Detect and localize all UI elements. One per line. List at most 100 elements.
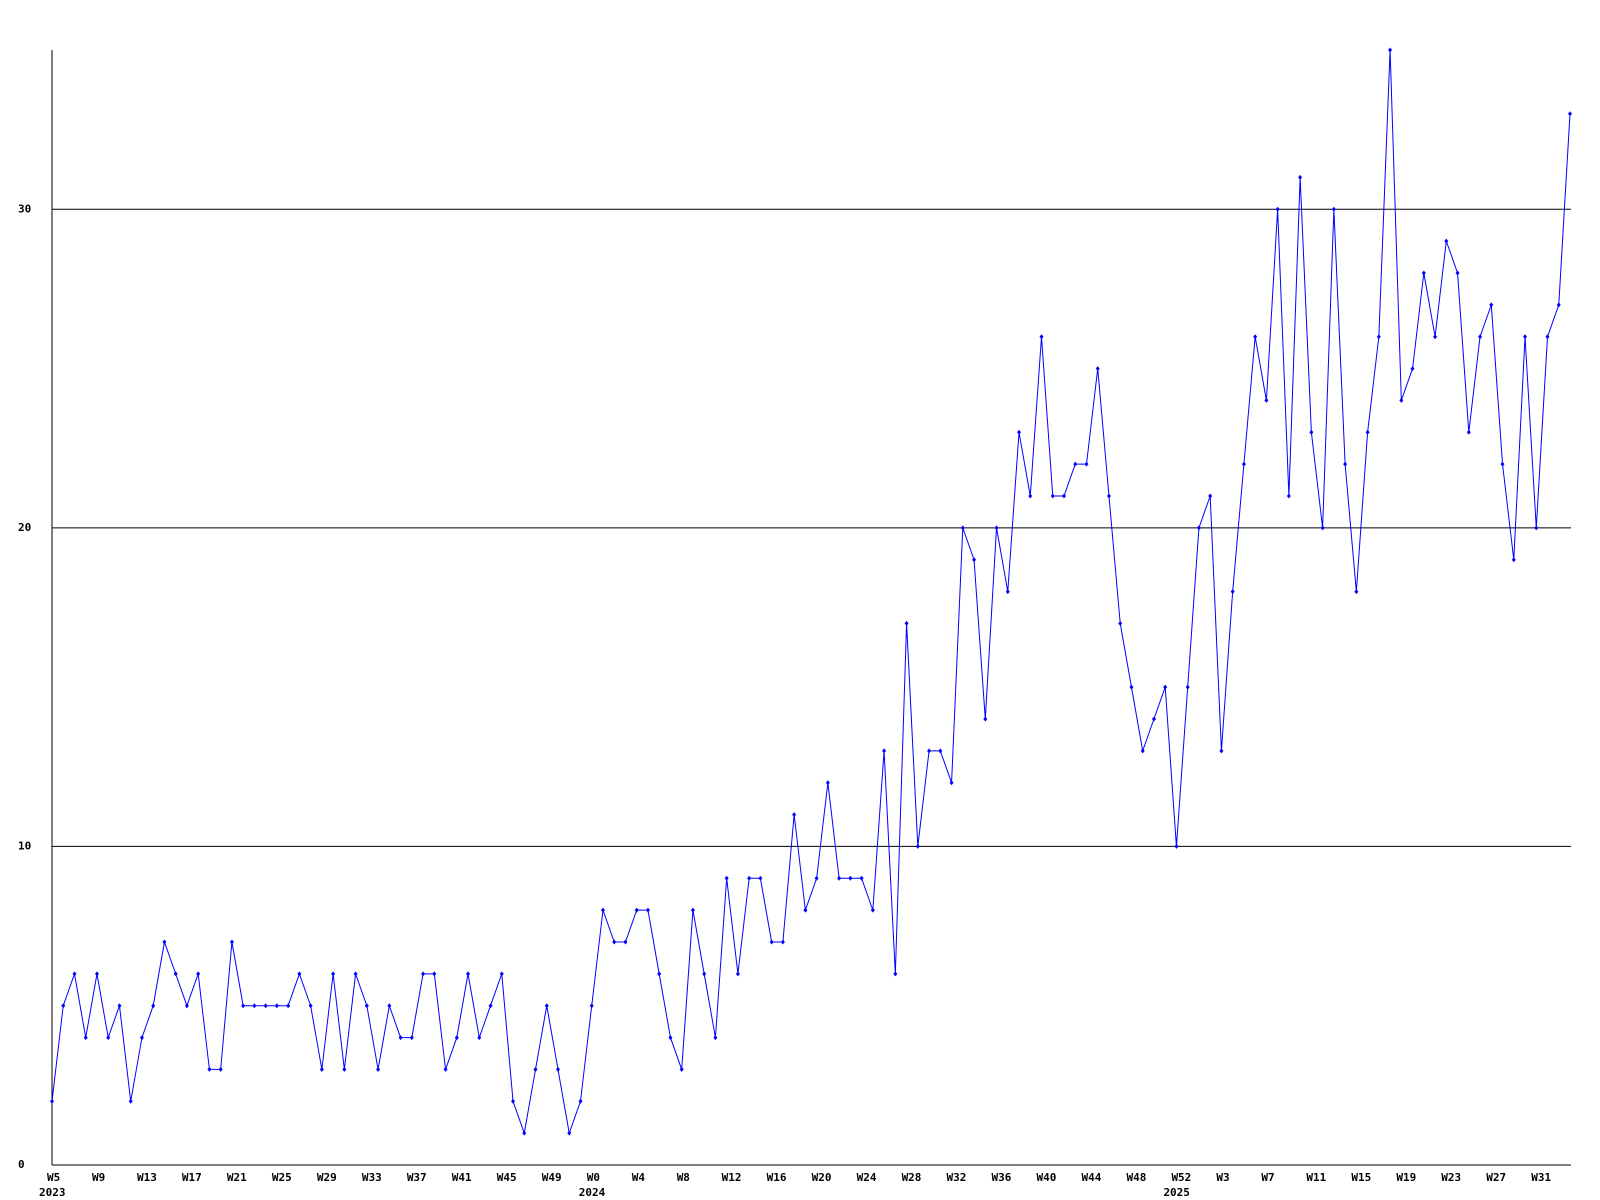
data-point [207,1066,212,1072]
data-point [724,875,729,881]
data-point [308,1003,313,1009]
data-point [949,780,954,786]
data-point [657,971,662,977]
year-label: 2025 [1163,1186,1190,1199]
data-point [1545,334,1550,340]
data-point [522,1130,527,1136]
data-point [803,907,808,913]
data-point [848,875,853,881]
data-point [398,1035,403,1041]
x-tick-label: W16 [767,1171,787,1184]
data-point [128,1098,133,1104]
data-point [286,1003,291,1009]
data-point [578,1098,583,1104]
data-point [915,843,920,849]
data-point [983,716,988,722]
data-point [623,939,628,945]
data-point [1095,366,1100,372]
data-point [1534,525,1539,531]
x-tick-label: W41 [452,1171,472,1184]
data-point [870,907,875,913]
data-point [1017,429,1022,435]
data-point [713,1035,718,1041]
data-point [893,971,898,977]
data-point [1196,525,1201,531]
data-point [1208,493,1213,499]
data-point [1073,461,1078,467]
x-tick-label: W7 [1261,1171,1274,1184]
data-point [297,971,302,977]
x-tick-label: W28 [902,1171,922,1184]
data-point [511,1098,516,1104]
data-point [690,907,695,913]
data-point [50,1098,54,1104]
x-tick-label: W11 [1306,1171,1326,1184]
data-point [634,907,639,913]
data-point [1511,557,1516,563]
data-point [443,1066,448,1072]
data-point [1410,366,1415,372]
data-point [117,1003,122,1009]
data-point [668,1035,673,1041]
data-point [1399,397,1404,403]
data-point [1568,111,1572,117]
x-tick-label: W32 [947,1171,967,1184]
data-point [1106,493,1111,499]
data-point [184,1003,189,1009]
data-point [859,875,864,881]
data-point [994,525,999,531]
x-tick-label: W25 [272,1171,292,1184]
x-tick-label: W3 [1216,1171,1229,1184]
data-point [1523,334,1528,340]
x-tick-label: W52 [1171,1171,1191,1184]
data-point [173,971,178,977]
data-point [679,1066,684,1072]
data-point [1298,174,1303,180]
data-point [1444,238,1449,244]
data-point [83,1035,88,1041]
data-point [747,875,752,881]
data-point [1343,461,1348,467]
data-point [1489,302,1494,308]
x-tick-label: W13 [137,1171,157,1184]
data-point [927,748,932,754]
data-point [1230,589,1235,595]
x-tick-label: W31 [1531,1171,1551,1184]
year-label: 2023 [39,1186,66,1199]
data-point [758,875,763,881]
data-point [612,939,617,945]
data-point [556,1066,560,1072]
x-tick-label: W12 [722,1171,742,1184]
x-tick-label: W44 [1081,1171,1101,1184]
data-point [1241,461,1246,467]
data-line [51,49,1571,1136]
data-point [1264,397,1269,403]
data-point [837,875,842,881]
data-point [1309,429,1314,435]
data-point [1466,429,1471,435]
data-point [882,748,887,754]
x-tick-label: W19 [1396,1171,1416,1184]
data-point [61,1003,66,1009]
x-tick-label: W45 [497,1171,517,1184]
data-point [1050,493,1055,499]
data-point [645,907,650,913]
data-point [1219,748,1224,754]
data-point [938,748,943,754]
data-point [331,971,336,977]
data-point [72,971,77,977]
x-tick-label: W48 [1126,1171,1146,1184]
data-point [544,1003,549,1009]
data-point [1118,620,1123,626]
data-point [533,1066,538,1072]
x-tick-label: W21 [227,1171,247,1184]
x-tick-label: W36 [992,1171,1012,1184]
data-point [1174,843,1179,849]
y-tick-label: 0 [18,1158,25,1171]
data-point [1140,748,1145,754]
data-point [387,1003,392,1009]
y-tick-label: 30 [18,202,31,215]
data-point [960,525,965,531]
